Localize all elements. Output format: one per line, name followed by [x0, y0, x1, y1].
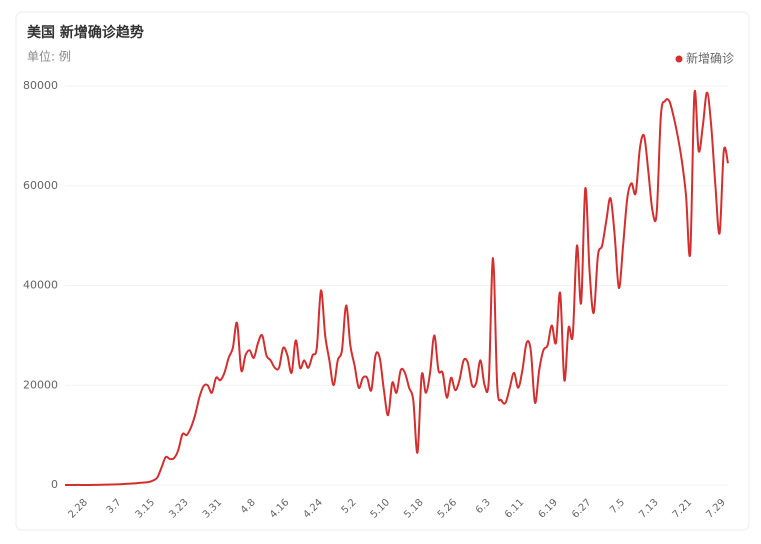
y-tick-label: 60000: [23, 179, 58, 192]
chart-title: 美国 新增确诊趋势: [27, 24, 144, 41]
y-tick-label: 40000: [23, 279, 58, 292]
card: [15, 11, 750, 531]
y-tick-label: 0: [51, 478, 58, 491]
line: [64, 89, 729, 486]
chart-subtitle: 单位: 例: [27, 49, 71, 64]
legend-marker: [675, 55, 683, 63]
y-tick-label: 80000: [23, 79, 58, 92]
legend-label: 新增确诊: [686, 51, 734, 66]
y-tick-label: 20000: [23, 378, 58, 391]
